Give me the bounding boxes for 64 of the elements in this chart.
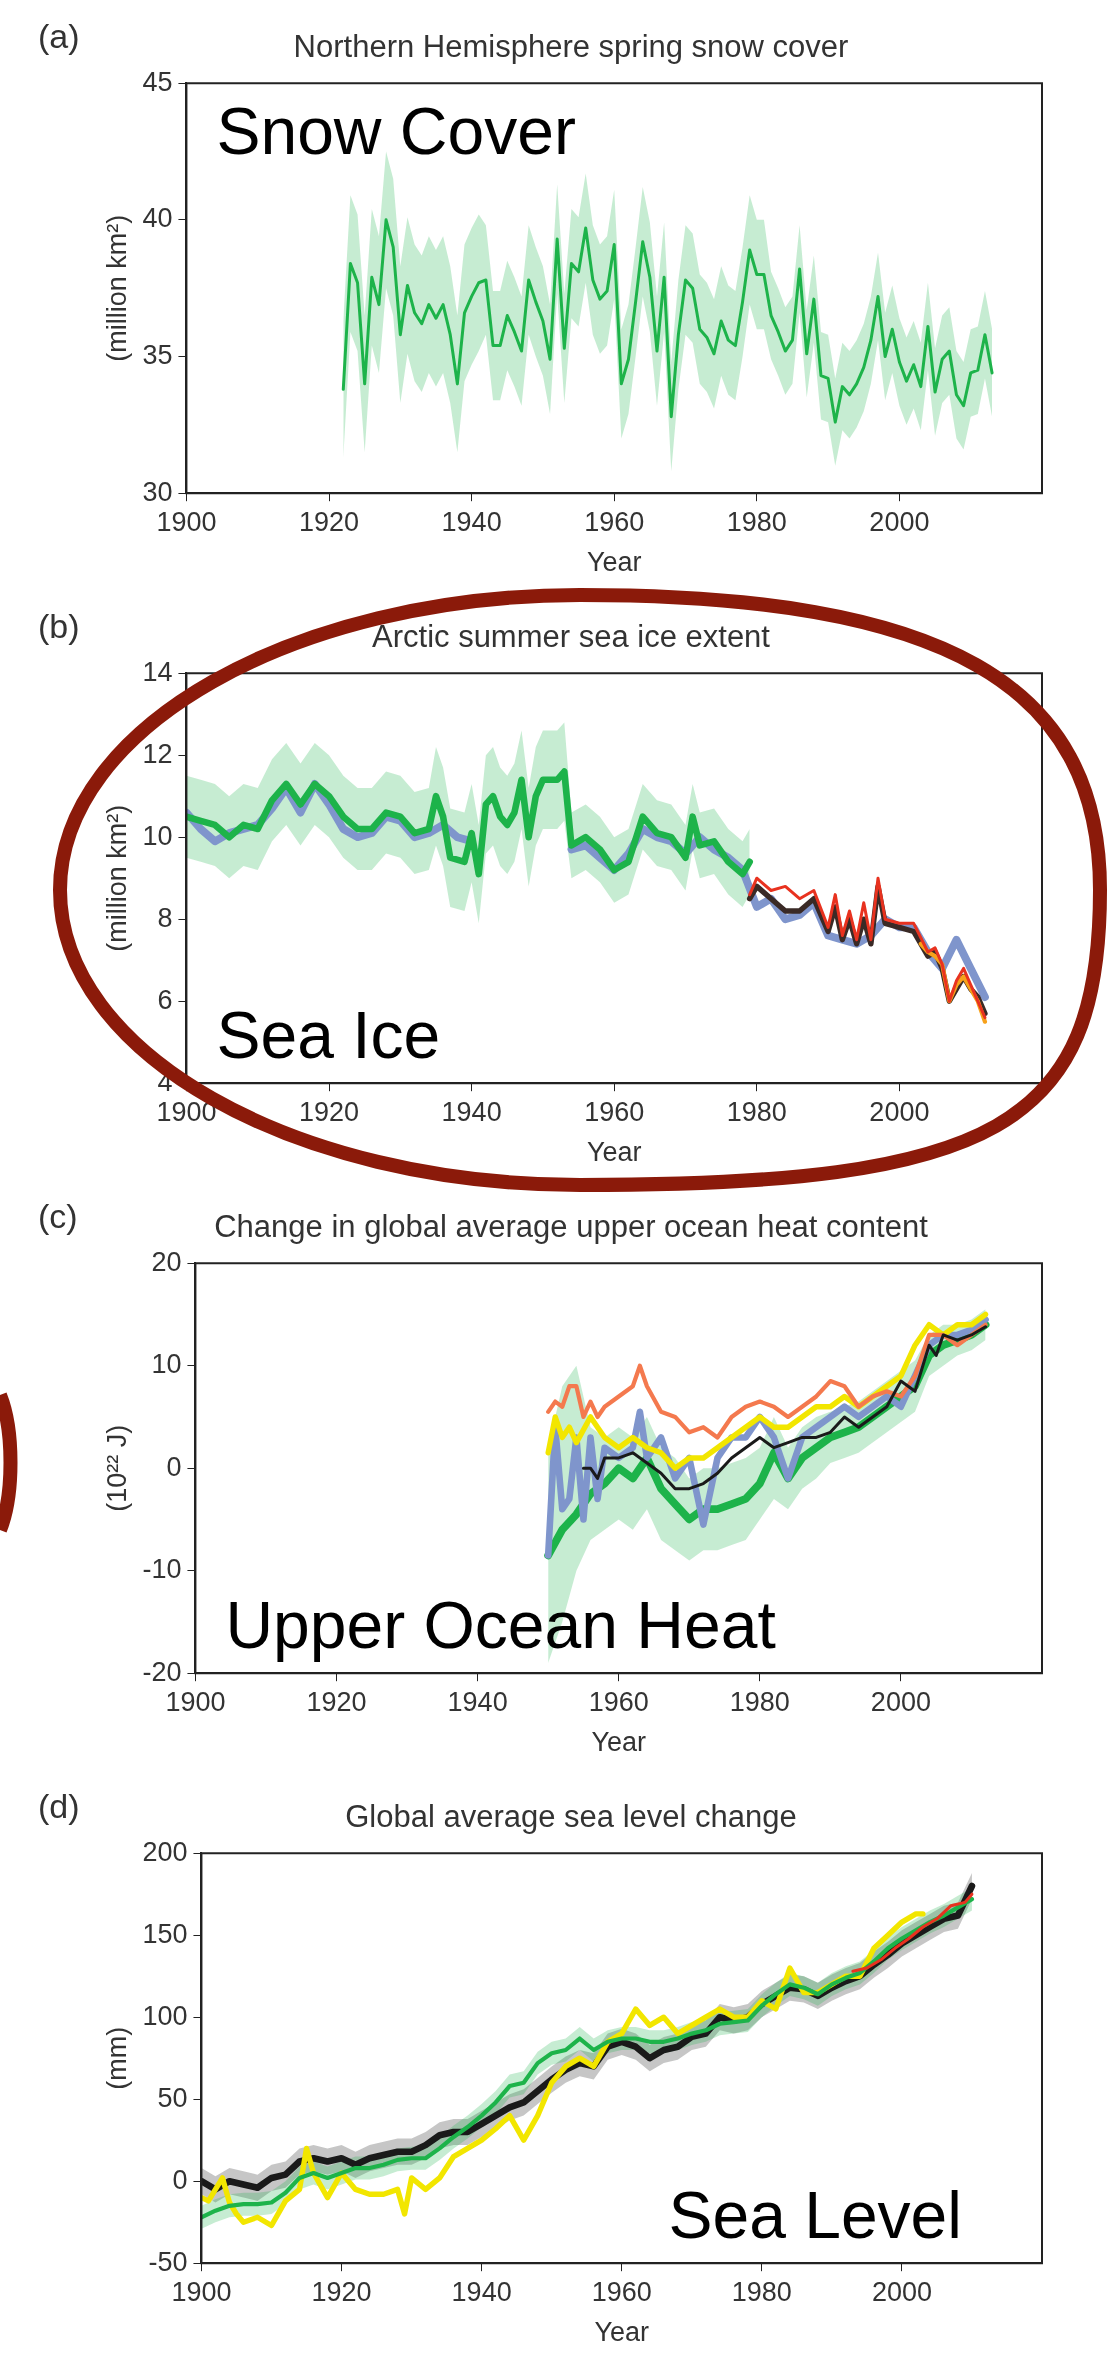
x-axis-title: Year (586, 1137, 642, 1168)
y-tick-label: 45 (142, 66, 173, 97)
chart-title: Northern Hemisphere spring snow cover (293, 29, 849, 65)
y-tick-label: 0 (172, 2164, 188, 2195)
x-tick-label: 2000 (869, 1096, 930, 1127)
x-tick-label: 1940 (451, 2276, 512, 2307)
y-tick-label: 0 (166, 1451, 182, 1482)
x-tick-label: 1980 (731, 2276, 792, 2307)
y-tick-label: 200 (142, 1836, 188, 1867)
x-tick-label: 2000 (870, 1686, 931, 1717)
y-tick-label: 150 (142, 1918, 188, 1949)
x-axis-title: Year (591, 1727, 646, 1758)
y-axis-title: (10²² J) (101, 1424, 132, 1512)
chart-title: Global average sea level change (345, 1799, 797, 1835)
annotation: Upper Ocean Heat (225, 1588, 776, 1663)
x-tick-label: 1960 (584, 1096, 645, 1127)
y-tick-label: 8 (157, 902, 173, 933)
x-tick-label: 1980 (726, 506, 787, 537)
x-tick-label: 1920 (298, 1096, 360, 1127)
x-tick-label: 2000 (869, 506, 930, 537)
annotation: Sea Ice (216, 998, 441, 1073)
y-tick-label: 12 (142, 738, 173, 769)
x-tick-label: 1900 (156, 1096, 217, 1127)
y-tick-label: 10 (142, 820, 173, 851)
x-tick-label: 1960 (591, 2276, 652, 2307)
y-tick-label: 20 (151, 1246, 182, 1277)
x-tick-label: 1940 (447, 1686, 508, 1717)
y-tick-label: 100 (142, 2000, 188, 2031)
x-tick-label: 1920 (306, 1686, 367, 1717)
y-tick-label: 10 (151, 1349, 182, 1380)
x-tick-label: 1900 (156, 506, 217, 537)
chart-title: Change in global average upper ocean heat content (214, 1209, 929, 1245)
y-tick-label: -10 (142, 1554, 182, 1585)
y-tick-label: 14 (142, 656, 173, 687)
y-axis-title: (million km²) (101, 214, 132, 362)
annotation: Snow Cover (216, 94, 576, 169)
x-tick-label: 1960 (584, 506, 645, 537)
x-axis-title: Year (594, 2317, 650, 2348)
y-tick-label: -20 (142, 1656, 182, 1687)
x-tick-label: 2000 (871, 2276, 932, 2307)
y-axis-title: (mm) (101, 2026, 132, 2090)
y-axis-title: (million km²) (101, 804, 132, 952)
y-tick-label: 6 (157, 984, 173, 1015)
annotation: Sea Level (668, 2178, 962, 2253)
y-tick-label: 40 (142, 203, 173, 234)
text: (c) (38, 1197, 78, 1236)
x-axis-title: Year (586, 547, 642, 578)
y-tick-label: 35 (142, 339, 173, 370)
x-tick-label: 1980 (729, 1686, 790, 1717)
x-tick-label: 1940 (441, 506, 502, 537)
y-tick-label: -50 (148, 2246, 188, 2277)
text: (b) (38, 607, 80, 646)
x-tick-label: 1920 (311, 2276, 372, 2307)
x-tick-label: 1980 (726, 1096, 787, 1127)
x-tick-label: 1920 (298, 506, 360, 537)
x-tick-label: 1900 (171, 2276, 232, 2307)
x-tick-label: 1900 (165, 1686, 226, 1717)
x-tick-label: 1940 (441, 1096, 502, 1127)
x-tick-label: 1960 (588, 1686, 649, 1717)
text: (a) (38, 17, 80, 56)
y-tick-label: 50 (157, 2082, 188, 2113)
text: (d) (38, 1787, 80, 1826)
y-tick-label: 30 (142, 476, 173, 507)
chart-title: Arctic summer sea ice extent (372, 619, 771, 655)
